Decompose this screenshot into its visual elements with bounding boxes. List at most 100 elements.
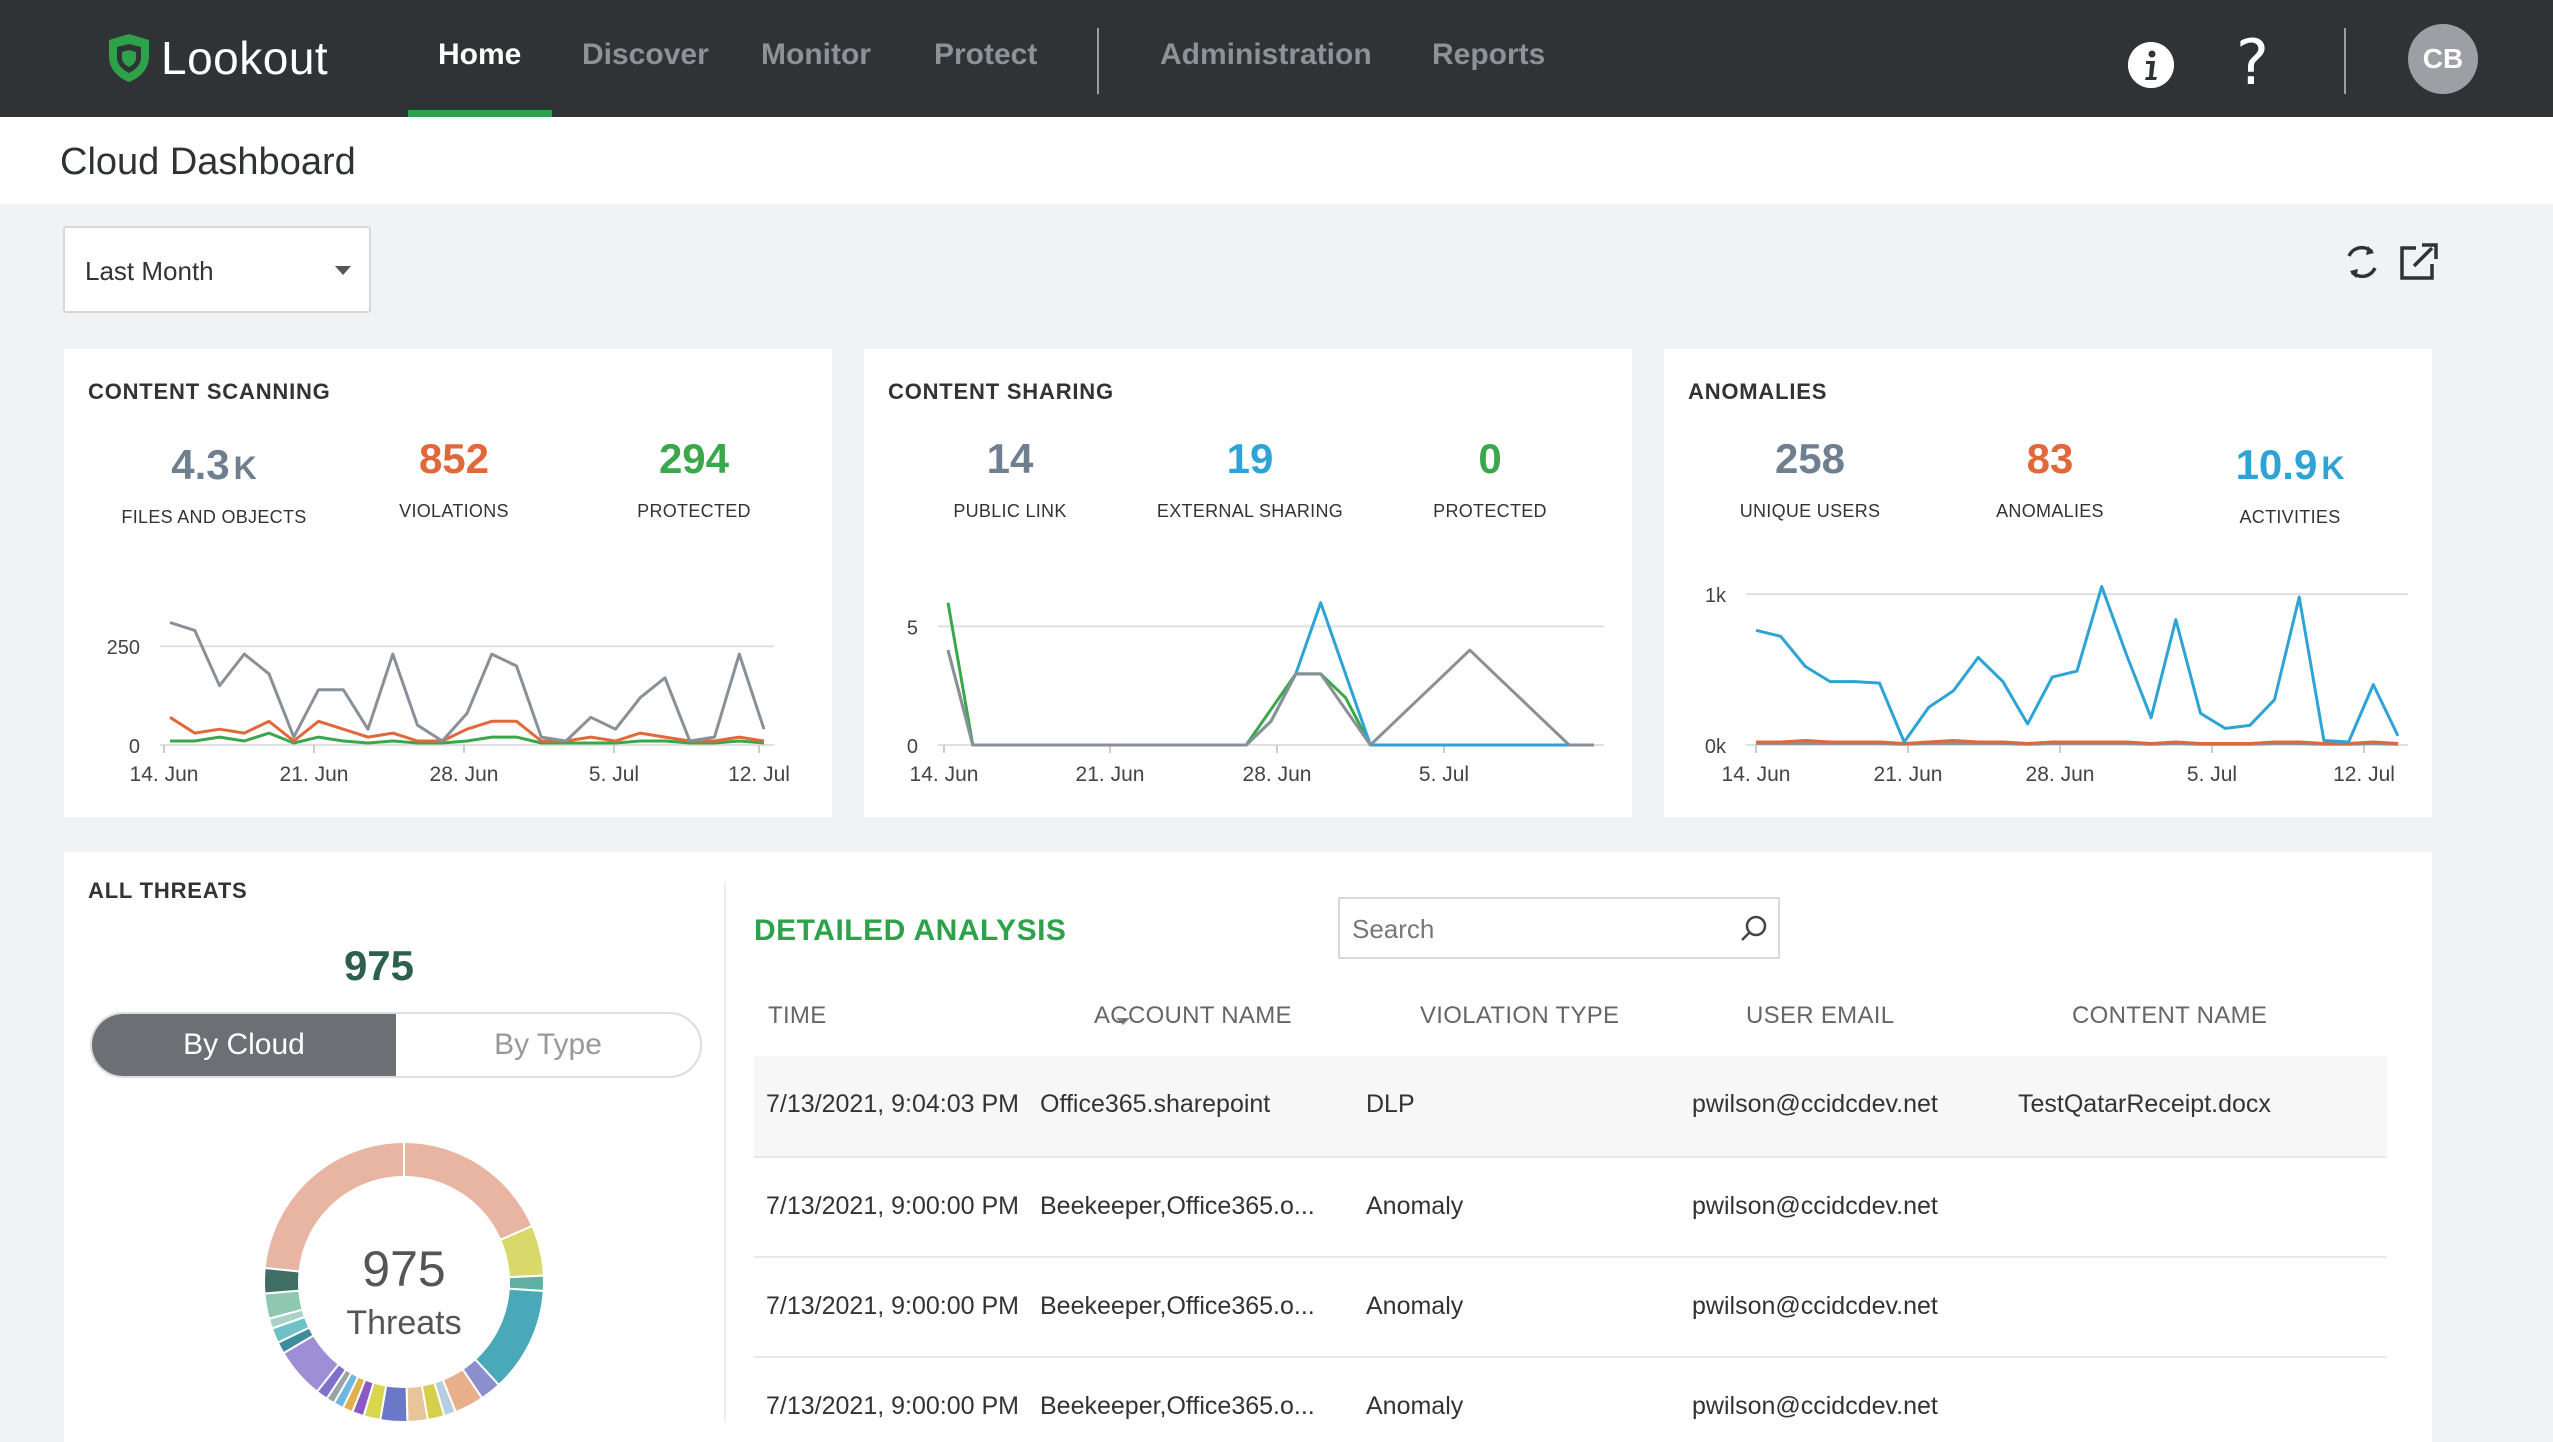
x-tick-label: 5. Jul xyxy=(589,763,639,786)
column-header-user-email[interactable]: USER EMAIL xyxy=(1746,1002,1895,1029)
sort-descending-icon[interactable] xyxy=(1116,1018,1130,1025)
column-header-violation-type[interactable]: VIOLATION TYPE xyxy=(1420,1002,1620,1029)
x-tick-label: 5. Jul xyxy=(1419,763,1469,786)
x-tick-label: 28. Jun xyxy=(1243,763,1312,786)
nav-reports[interactable]: Reports xyxy=(1432,38,1546,71)
x-tick-label: 14. Jun xyxy=(130,763,199,786)
stat-value: 0 xyxy=(1478,435,1502,482)
cell-violation-type: Anomaly xyxy=(1366,1392,1464,1420)
page-header: Cloud Dashboard xyxy=(0,117,2553,204)
brand-logo[interactable]: Lookout xyxy=(105,28,328,88)
series-line[interactable] xyxy=(169,621,766,743)
stat-files-and-objects[interactable]: 4.3 K FILES AND OBJECTS xyxy=(104,441,324,528)
stat-public-link[interactable]: 14 PUBLIC LINK xyxy=(900,435,1120,522)
table-row[interactable]: 7/13/2021, 9:00:00 PM Beekeeper,Office36… xyxy=(754,1156,2387,1256)
threats-analysis-panel: ALL THREATS 975 By Cloud By Type 975 Thre… xyxy=(64,852,2432,1442)
cell-account-name: Office365.sharepoint xyxy=(1040,1090,1271,1118)
series-line[interactable] xyxy=(946,601,1594,747)
series-line[interactable] xyxy=(169,716,765,743)
content-sharing-chart: 0 5 14. Jun 21. Jun 28. Jun 5. Jul xyxy=(907,601,1604,786)
column-header-time[interactable]: TIME xyxy=(768,1002,827,1029)
table-row[interactable]: 7/13/2021, 9:00:00 PM Beekeeper,Office36… xyxy=(754,1356,2387,1442)
stat-value: 19 xyxy=(1226,435,1274,482)
export-icon[interactable] xyxy=(2396,240,2440,284)
threats-total: 975 xyxy=(343,942,415,989)
cell-violation-type: Anomaly xyxy=(1366,1192,1464,1220)
search-field[interactable] xyxy=(1338,897,1780,959)
threats-view-toggle: By Cloud By Type xyxy=(90,1012,702,1078)
stat-external-sharing[interactable]: 19 EXTERNAL SHARING xyxy=(1140,435,1360,522)
search-icon[interactable] xyxy=(1738,913,1770,945)
stat-suffix: K xyxy=(233,450,257,486)
refresh-icon[interactable] xyxy=(2340,240,2384,284)
cell-user-email: pwilson@ccidcdev.net xyxy=(1692,1392,1938,1420)
content-scanning-chart: 0 250 14. Jun 21. Jun 28. Jun 5. Jul 12. Jul xyxy=(107,621,790,786)
panel-divider xyxy=(724,882,726,1422)
donut-slice[interactable] xyxy=(263,1140,405,1273)
stat-unique-users[interactable]: 258 UNIQUE USERS xyxy=(1700,435,1920,522)
stat-activities[interactable]: 10.9 K ACTIVITIES xyxy=(2180,441,2400,528)
donut-slice[interactable] xyxy=(403,1140,534,1242)
series-line[interactable] xyxy=(1755,585,2400,744)
detailed-analysis-title: DETAILED ANALYSIS xyxy=(754,914,1067,947)
toggle-by-type[interactable]: By Type xyxy=(396,1014,700,1076)
stat-label: EXTERNAL SHARING xyxy=(1156,501,1344,521)
x-tick-label: 28. Jun xyxy=(2026,763,2095,786)
stat-protected[interactable]: 294 PROTECTED xyxy=(584,435,804,522)
table-row[interactable]: 7/13/2021, 9:00:00 PM Beekeeper,Office36… xyxy=(754,1256,2387,1356)
cell-account-name: Beekeeper,Office365.o... xyxy=(1040,1192,1315,1220)
series-line[interactable] xyxy=(1756,739,2399,745)
series-line[interactable] xyxy=(170,731,765,745)
cell-account-name: Beekeeper,Office365.o... xyxy=(1040,1292,1315,1320)
stat-violations[interactable]: 852 VIOLATIONS xyxy=(344,435,564,522)
stat-label: PROTECTED xyxy=(1433,501,1547,521)
nav-monitor[interactable]: Monitor xyxy=(761,38,871,71)
y-tick-label: 0k xyxy=(1705,736,1727,758)
stat-value: 10.9 xyxy=(2235,441,2318,488)
brand-name: Lookout xyxy=(161,32,329,84)
stat-suffix: K xyxy=(2321,450,2345,486)
stat-protected[interactable]: 0 PROTECTED xyxy=(1380,435,1600,522)
nav-discover[interactable]: Discover xyxy=(582,38,709,71)
cell-violation-type: DLP xyxy=(1366,1090,1415,1118)
cell-user-email: pwilson@ccidcdev.net xyxy=(1692,1090,1938,1118)
column-header-content-name[interactable]: CONTENT NAME xyxy=(2072,1002,2268,1029)
cell-content-name: TestQatarReceipt.docx xyxy=(2018,1090,2271,1118)
series-line[interactable] xyxy=(946,602,1594,747)
chevron-down-icon xyxy=(335,266,351,275)
y-tick-label: 1k xyxy=(1705,585,1727,607)
column-header-account-name[interactable]: ACCOUNT NAME xyxy=(1094,1002,1292,1029)
x-tick-label: 12. Jul xyxy=(2333,763,2395,786)
x-tick-label: 28. Jun xyxy=(430,763,499,786)
x-tick-label: 21. Jun xyxy=(1076,763,1145,786)
nav-administration[interactable]: Administration xyxy=(1160,38,1372,71)
nav-home[interactable]: Home xyxy=(438,38,522,71)
nav-protect[interactable]: Protect xyxy=(934,38,1038,71)
table-row[interactable]: 7/13/2021, 9:04:03 PM Office365.sharepoi… xyxy=(754,1056,2387,1156)
user-avatar[interactable]: CB xyxy=(2408,24,2478,94)
stat-value: 14 xyxy=(986,435,1034,482)
card-title: ANOMALIES xyxy=(1688,379,1828,404)
date-range-dropdown[interactable]: Last Month xyxy=(63,226,371,313)
card-title: CONTENT SHARING xyxy=(888,379,1114,404)
help-icon[interactable]: ? xyxy=(2236,26,2269,99)
anomalies-chart: 0k 1k 14. Jun 21. Jun 28. Jun 5. Jul 12. Jul xyxy=(1705,585,2408,786)
cell-account-name: Beekeeper,Office365.o... xyxy=(1040,1392,1315,1420)
donut-center-value: 975 xyxy=(362,1241,445,1297)
series-line[interactable] xyxy=(946,648,1594,747)
cell-time: 7/13/2021, 9:04:03 PM xyxy=(766,1090,1019,1118)
content-sharing-card: CONTENT SHARING 14 PUBLIC LINK 19 EXTERN… xyxy=(864,349,1632,817)
y-tick-label: 0 xyxy=(907,736,918,758)
page-title: Cloud Dashboard xyxy=(60,141,356,183)
shield-logo-icon xyxy=(109,34,149,82)
stat-anomalies[interactable]: 83 ANOMALIES xyxy=(1940,435,2160,522)
toggle-by-cloud[interactable]: By Cloud xyxy=(92,1014,396,1076)
stat-value: 294 xyxy=(658,435,730,482)
y-tick-label: 0 xyxy=(129,736,140,758)
search-input[interactable] xyxy=(1352,909,1712,949)
stat-value: 4.3 xyxy=(171,441,230,488)
info-icon[interactable] xyxy=(2128,42,2174,88)
x-tick-label: 21. Jun xyxy=(280,763,349,786)
top-navigation-bar: Lookout Home Discover Monitor Protect Ad… xyxy=(0,0,2553,117)
nav-separator xyxy=(1097,28,1099,94)
